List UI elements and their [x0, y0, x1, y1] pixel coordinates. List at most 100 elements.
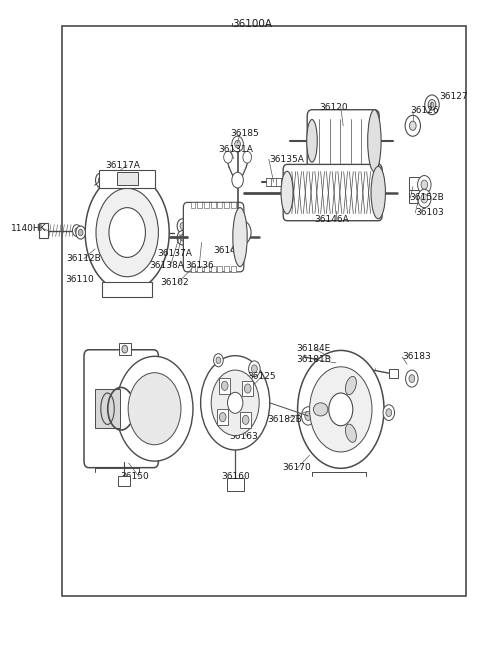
Circle shape [214, 354, 223, 367]
FancyBboxPatch shape [84, 350, 158, 468]
Text: 36146A: 36146A [314, 215, 348, 224]
Ellipse shape [233, 208, 247, 267]
Bar [217, 202, 222, 208]
Ellipse shape [346, 377, 356, 395]
Circle shape [123, 284, 131, 295]
Circle shape [75, 228, 79, 233]
Circle shape [78, 229, 83, 236]
Circle shape [418, 176, 431, 194]
Bar [197, 266, 202, 272]
Circle shape [425, 95, 439, 115]
Circle shape [405, 115, 420, 136]
Circle shape [386, 409, 392, 417]
Text: 36184E: 36184E [297, 344, 331, 353]
Circle shape [128, 373, 181, 445]
Text: 36160: 36160 [221, 472, 250, 481]
Circle shape [122, 345, 128, 353]
Text: 36182B: 36182B [267, 415, 301, 424]
Bar [191, 202, 195, 208]
Text: 36125: 36125 [247, 372, 276, 381]
Circle shape [242, 415, 249, 424]
Circle shape [305, 411, 312, 421]
Circle shape [310, 367, 372, 452]
Text: 36110: 36110 [65, 275, 94, 284]
Circle shape [232, 136, 243, 152]
Circle shape [428, 100, 436, 110]
Circle shape [418, 189, 431, 208]
Bar [389, 369, 398, 378]
Bar [39, 223, 48, 238]
Bar [217, 409, 228, 425]
Ellipse shape [85, 174, 169, 291]
Bar [231, 266, 236, 272]
Circle shape [228, 392, 243, 413]
Bar [211, 202, 216, 208]
Text: 36127: 36127 [439, 92, 468, 102]
Text: 36185: 36185 [230, 129, 259, 138]
Ellipse shape [307, 119, 317, 162]
Circle shape [243, 151, 252, 163]
Text: 36170: 36170 [282, 463, 311, 472]
Bar [240, 412, 252, 428]
Circle shape [249, 361, 260, 377]
Circle shape [421, 194, 428, 203]
Text: 36138A: 36138A [150, 261, 184, 271]
Bar [197, 202, 202, 208]
Bar [62, 26, 466, 596]
Circle shape [383, 405, 395, 421]
Bar [204, 266, 209, 272]
Text: 1140HK: 1140HK [11, 224, 46, 233]
Bar [99, 170, 155, 188]
Bar [409, 190, 419, 203]
Bar [117, 172, 138, 185]
Circle shape [409, 121, 416, 130]
Circle shape [116, 356, 193, 461]
Circle shape [72, 225, 81, 236]
Bar [219, 378, 230, 394]
Bar [102, 282, 152, 297]
Circle shape [221, 381, 228, 390]
Circle shape [98, 177, 103, 183]
Bar [204, 202, 209, 208]
Circle shape [219, 413, 226, 422]
Circle shape [232, 172, 243, 188]
Text: 36145: 36145 [214, 246, 242, 255]
Circle shape [211, 370, 259, 436]
Circle shape [298, 350, 384, 468]
Circle shape [188, 219, 199, 233]
Bar [217, 266, 222, 272]
Bar [211, 266, 216, 272]
Bar [224, 266, 229, 272]
Text: 36103: 36103 [415, 208, 444, 217]
Circle shape [235, 140, 240, 148]
Bar [119, 343, 131, 355]
Ellipse shape [96, 189, 158, 276]
Text: 36135A: 36135A [269, 155, 304, 164]
Text: 36150: 36150 [120, 472, 149, 481]
Circle shape [177, 219, 188, 233]
Circle shape [301, 407, 315, 425]
Circle shape [201, 356, 270, 450]
Circle shape [96, 173, 106, 187]
Circle shape [406, 370, 418, 387]
Circle shape [234, 221, 251, 244]
FancyBboxPatch shape [307, 109, 379, 172]
Circle shape [329, 393, 353, 426]
Ellipse shape [313, 403, 328, 416]
Bar [242, 381, 253, 396]
Text: 36181B: 36181B [297, 355, 332, 364]
Ellipse shape [371, 166, 385, 219]
Bar [227, 478, 244, 491]
Circle shape [109, 208, 145, 257]
Circle shape [421, 180, 428, 189]
FancyBboxPatch shape [283, 164, 382, 221]
Circle shape [239, 227, 246, 238]
Ellipse shape [368, 109, 381, 172]
Circle shape [180, 234, 185, 241]
Circle shape [409, 375, 415, 383]
Circle shape [216, 357, 221, 364]
Circle shape [76, 226, 85, 239]
Bar [191, 266, 195, 272]
Circle shape [430, 102, 434, 107]
Text: 36100A: 36100A [232, 18, 272, 29]
